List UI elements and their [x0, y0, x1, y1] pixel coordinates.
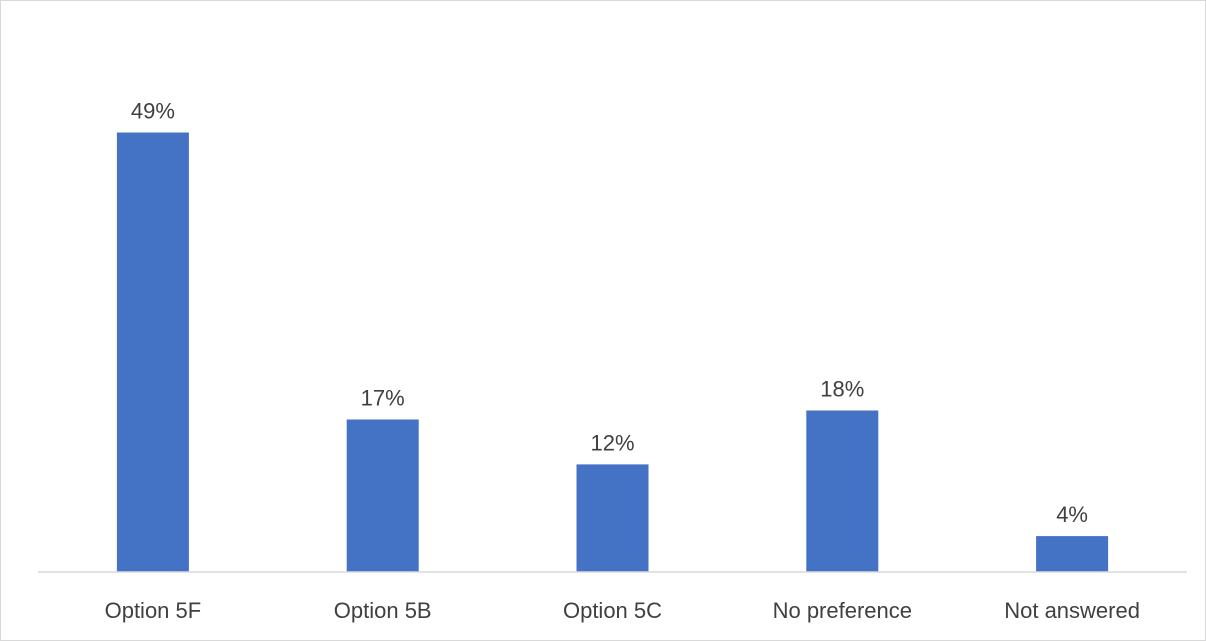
bar-2: [576, 464, 649, 572]
x-tick-labels-group: Option 5F Option 5B Option 5C No preference…: [105, 598, 1140, 623]
x-tick-label-4: Not answered: [1004, 598, 1140, 623]
x-tick-label-1: Option 5B: [334, 598, 432, 623]
bar-1: [346, 419, 419, 572]
x-tick-label-2: Option 5C: [563, 598, 662, 623]
data-labels-group: 49% 17% 12% 18% 4%: [131, 99, 1088, 528]
data-label-1: 17%: [361, 386, 405, 411]
bar-4: [1036, 536, 1109, 572]
bar-0: [116, 132, 189, 572]
bars-group: [116, 132, 1109, 572]
x-tick-label-3: No preference: [773, 598, 912, 623]
x-tick-label-0: Option 5F: [105, 598, 202, 623]
data-label-3: 18%: [820, 377, 864, 402]
data-label-2: 12%: [590, 430, 634, 455]
data-label-0: 49%: [131, 99, 175, 124]
bar-3: [806, 410, 879, 572]
data-label-4: 4%: [1056, 502, 1088, 527]
